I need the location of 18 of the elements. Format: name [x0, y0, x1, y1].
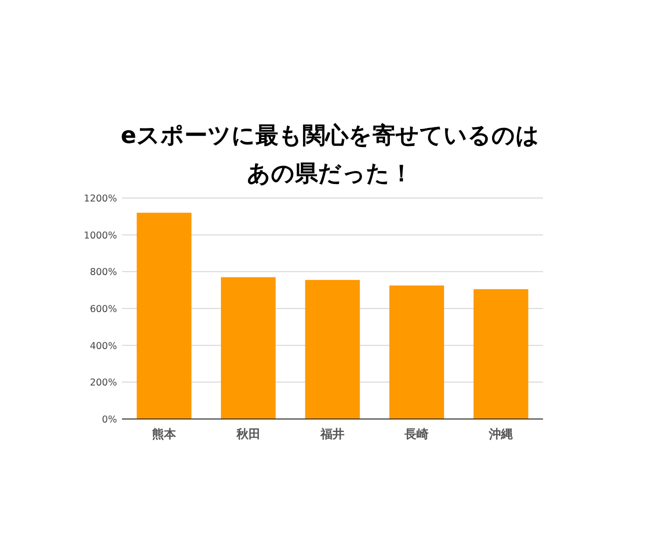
x-tick-label: 沖縄: [488, 427, 513, 441]
chart-title: eスポーツに最も関心を寄せているのはあの県だった！: [120, 122, 540, 187]
y-tick-label: 200%: [90, 378, 117, 389]
x-tick-label: 長崎: [404, 427, 429, 441]
x-tick-label: 熊本: [152, 427, 178, 441]
bar: [220, 277, 276, 419]
bar: [474, 289, 528, 419]
y-tick-label: 0%: [102, 414, 117, 426]
x-tick-label: 秋田: [235, 427, 260, 441]
y-tick-label: 400%: [90, 340, 117, 352]
bar: [389, 285, 444, 419]
bar: [136, 212, 192, 419]
y-tick-label: 1000%: [84, 230, 117, 242]
x-tick-label: 福井: [320, 427, 344, 441]
bar: [305, 280, 360, 419]
y-tick-label: 1200%: [84, 194, 117, 204]
y-tick-label: 800%: [90, 267, 117, 278]
y-tick-label: 600%: [90, 304, 117, 315]
